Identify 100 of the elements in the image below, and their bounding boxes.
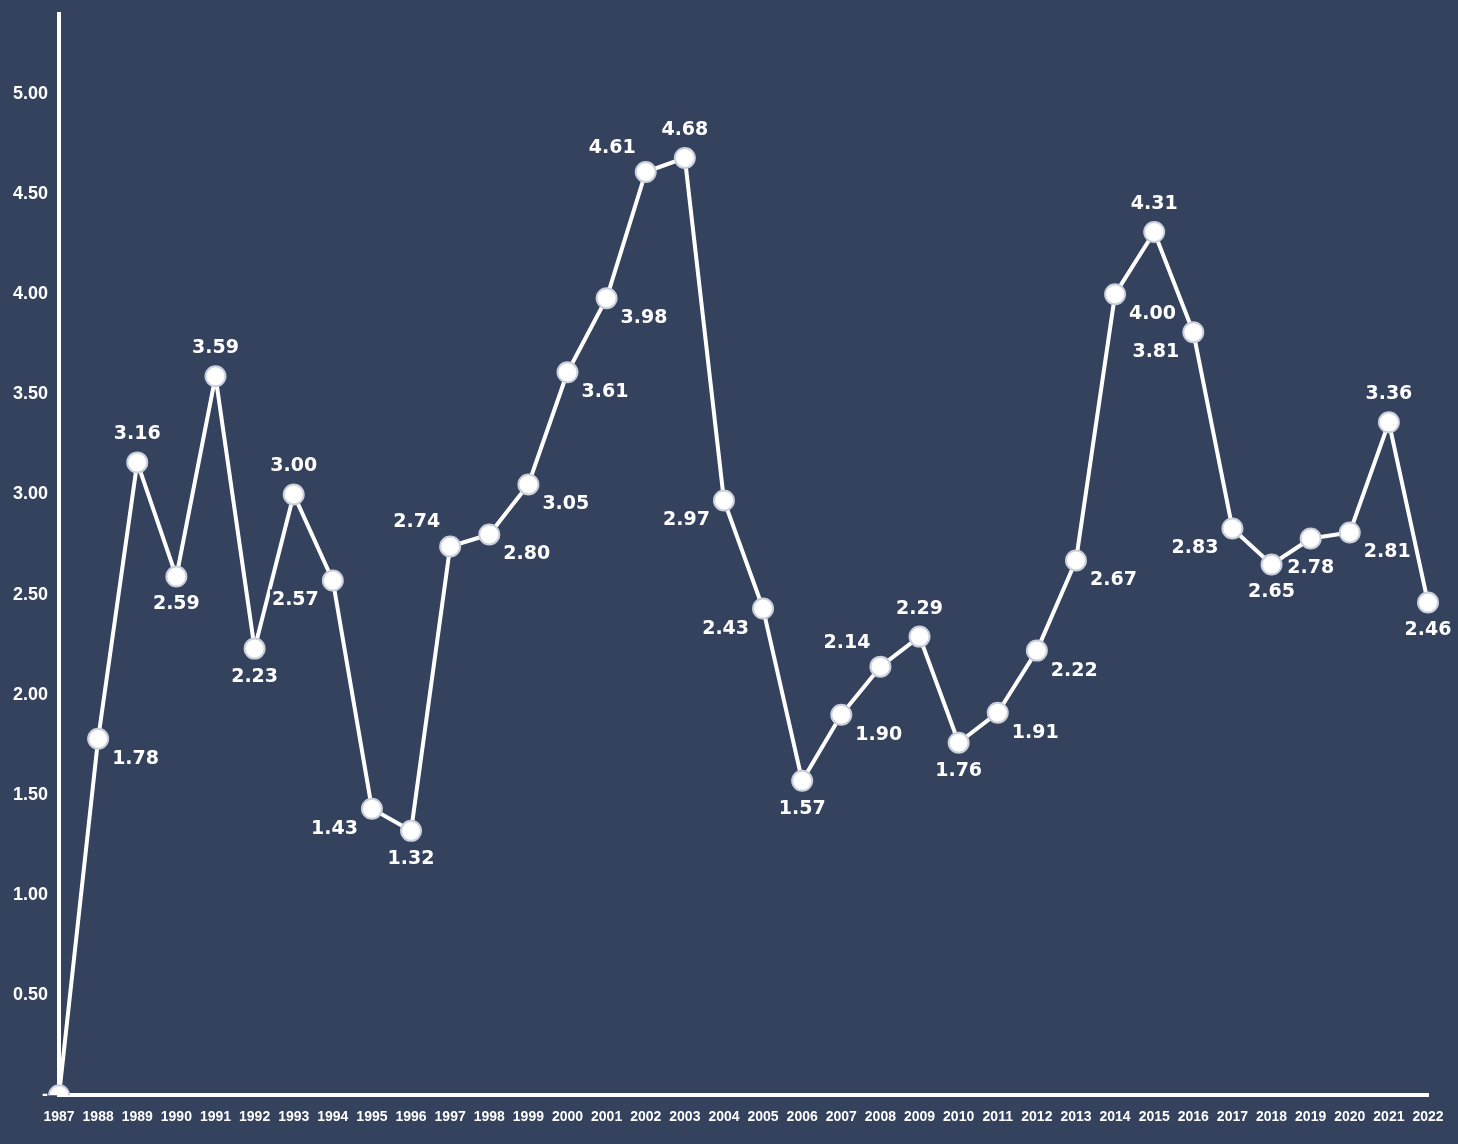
point: [1299, 527, 1322, 550]
x-tick-label: 1992: [239, 1108, 271, 1125]
x-tick-label: 2013: [1060, 1108, 1092, 1125]
data-label: 2.78: [1287, 555, 1335, 578]
point: [673, 146, 696, 169]
x-tick-label: 2018: [1255, 1108, 1288, 1125]
point: [908, 625, 931, 648]
data-label: 1.32: [387, 845, 435, 868]
data-label: 2.97: [663, 507, 710, 530]
x-tick-label: 2004: [708, 1108, 740, 1125]
x-tick-label: 2000: [551, 1108, 584, 1125]
data-label: 2.83: [1171, 535, 1219, 558]
point: [1338, 521, 1361, 544]
point: [204, 365, 227, 388]
data-label: 3.61: [581, 379, 629, 402]
x-tick-label: 1991: [199, 1108, 232, 1125]
point: [517, 473, 540, 496]
point: [1143, 221, 1166, 244]
data-label: 2.59: [152, 591, 200, 614]
point: [1260, 553, 1283, 576]
x-tick-label: 2021: [1373, 1108, 1405, 1125]
point: [360, 797, 383, 820]
data-label: 3.36: [1365, 381, 1413, 404]
data-label: 4.61: [588, 134, 636, 157]
x-tick-label: 2012: [1021, 1108, 1053, 1125]
data-label: 2.74: [393, 509, 441, 532]
point: [556, 361, 579, 384]
point: [1025, 639, 1048, 662]
x-tick-label: 2007: [825, 1108, 858, 1125]
data-label: 3.81: [1132, 339, 1180, 362]
x-tick-label: 1989: [121, 1108, 154, 1125]
x-tick-label: 1999: [512, 1108, 545, 1125]
point: [869, 655, 892, 678]
data-label: 1.91: [1011, 719, 1059, 742]
data-label: 2.43: [702, 615, 750, 638]
data-label: 4.00: [1129, 301, 1176, 324]
point: [1104, 283, 1127, 306]
y-tick-label: 3.50: [12, 383, 49, 404]
data-label: 3.05: [542, 491, 590, 514]
point: [1377, 411, 1400, 434]
x-tick-label: 2001: [591, 1108, 623, 1125]
data-label: 1.90: [855, 721, 903, 744]
x-tick-label: 2010: [943, 1108, 975, 1125]
x-tick-label: 1988: [82, 1108, 114, 1125]
x-tick-label: 2017: [1216, 1108, 1249, 1125]
point: [1221, 517, 1244, 540]
point: [986, 701, 1009, 724]
data-label: 2.57: [271, 587, 319, 610]
x-tick-label: 1997: [434, 1108, 466, 1125]
data-label: 1.57: [778, 795, 826, 818]
data-label: 2.67: [1089, 567, 1137, 590]
point: [712, 489, 735, 512]
point: [282, 483, 305, 506]
point: [791, 769, 814, 792]
x-tick-label: 2014: [1099, 1108, 1131, 1125]
y-tick-label: 2.00: [12, 683, 49, 704]
y-tick-label: 2.50: [12, 583, 49, 604]
x-tick-label: 2011: [982, 1108, 1014, 1125]
x-tick-label: 1990: [160, 1108, 193, 1125]
data-label: 3.00: [270, 453, 318, 476]
data-label: 3.59: [192, 335, 239, 358]
point: [165, 565, 188, 588]
point: [595, 287, 618, 310]
x-tick-label: 2003: [669, 1108, 701, 1125]
point: [634, 161, 657, 184]
y-tick-label: 4.00: [12, 283, 49, 304]
data-label: 2.80: [503, 541, 551, 564]
y-tick-label: -: [42, 1084, 49, 1105]
x-tick-label: 2019: [1295, 1108, 1327, 1125]
point: [243, 637, 266, 660]
point: [752, 597, 775, 620]
x-tick-label: 2005: [747, 1108, 779, 1125]
data-label: 4.68: [661, 116, 709, 139]
y-tick-label: 1.50: [12, 783, 49, 804]
point: [1182, 321, 1205, 344]
data-label: 1.76: [935, 757, 983, 780]
point: [126, 451, 149, 474]
x-tick-label: 2020: [1334, 1108, 1366, 1125]
x-tick-label: 1995: [356, 1108, 388, 1125]
x-tick-label: 2015: [1138, 1108, 1170, 1125]
x-tick-label: 2022: [1412, 1108, 1444, 1125]
point: [439, 535, 462, 558]
x-tick-label: 1994: [317, 1108, 349, 1125]
data-label: 3.98: [620, 305, 668, 328]
y-tick-label: 1.00: [12, 883, 49, 904]
point: [1417, 591, 1439, 614]
point: [830, 703, 853, 726]
point: [87, 727, 110, 750]
data-label: 2.81: [1363, 539, 1411, 562]
y-tick-label: 4.50: [12, 183, 49, 203]
x-tick-label: 2008: [864, 1108, 897, 1125]
x-tick-label: 1993: [278, 1108, 310, 1125]
x-tick-label: 1987: [43, 1108, 75, 1125]
data-label: 1.78: [112, 745, 160, 768]
data-label: 2.22: [1050, 657, 1098, 680]
data-label: 2.65: [1248, 579, 1295, 602]
x-tick-label: 2006: [786, 1108, 818, 1125]
data-label: 2.14: [823, 629, 871, 652]
point: [478, 523, 501, 546]
data-label: 3.16: [113, 421, 161, 444]
